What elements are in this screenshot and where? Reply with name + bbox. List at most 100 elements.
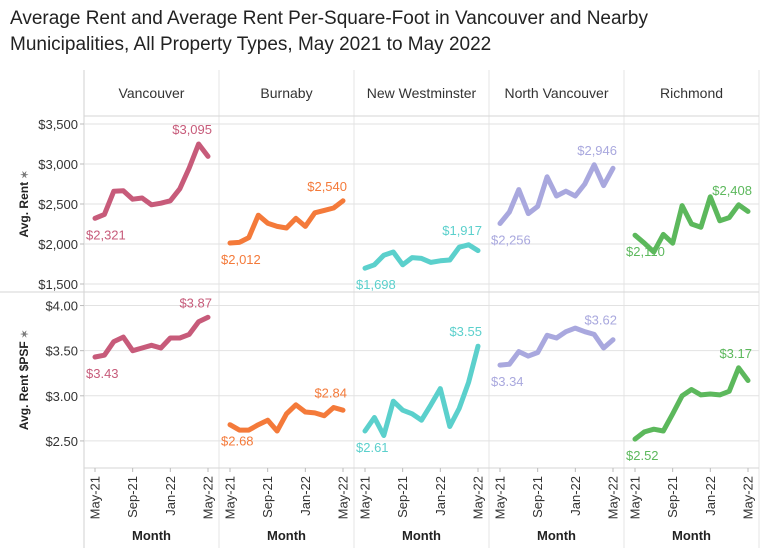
data-point <box>438 259 442 263</box>
data-point <box>517 188 521 192</box>
x-tick-label: Jan-22 <box>433 476 448 516</box>
x-tick-label: Sep-21 <box>125 476 140 518</box>
data-point <box>671 241 675 245</box>
x-tick-label: Sep-21 <box>530 476 545 518</box>
data-point <box>708 392 712 396</box>
chart-title: Average Rent and Average Rent Per-Square… <box>10 8 648 55</box>
end-value-label: $3.62 <box>584 312 617 327</box>
y-tick-label: $3.50 <box>45 344 78 359</box>
data-point <box>159 346 163 350</box>
data-point <box>642 241 646 245</box>
start-value-label: $3.43 <box>86 366 119 381</box>
data-point <box>642 430 646 434</box>
data-point <box>228 241 232 245</box>
data-point <box>247 428 251 432</box>
start-value-label: $2.52 <box>626 448 659 463</box>
data-point <box>112 340 116 344</box>
data-point <box>564 330 568 334</box>
data-point <box>545 175 549 179</box>
data-point <box>93 216 97 220</box>
sort-icon: ✶ <box>20 171 31 179</box>
x-tick-label: Jan-22 <box>703 476 718 516</box>
data-point <box>187 332 191 336</box>
end-value-label: $3.55 <box>449 324 482 339</box>
end-value-label: $2,540 <box>307 179 347 194</box>
data-point <box>564 189 568 193</box>
data-point <box>476 249 480 253</box>
data-point <box>583 182 587 186</box>
data-point <box>457 245 461 249</box>
data-point <box>150 203 153 207</box>
x-tick-label: May-22 <box>201 476 216 519</box>
x-tick-label: Jan-22 <box>163 476 178 516</box>
data-point <box>457 406 461 410</box>
data-point <box>322 414 326 418</box>
panel-header: Richmond <box>660 85 723 101</box>
data-point <box>671 412 675 416</box>
x-axis-title: Month <box>267 528 306 543</box>
data-point <box>294 216 298 220</box>
data-point <box>372 263 376 267</box>
data-point <box>536 204 540 208</box>
data-point <box>680 394 684 398</box>
data-point <box>112 189 116 193</box>
x-tick-label: May-22 <box>741 476 756 519</box>
x-tick-label: Sep-21 <box>665 476 680 518</box>
data-point <box>611 166 615 170</box>
data-point <box>401 263 405 267</box>
data-point <box>391 399 395 403</box>
data-point <box>420 418 423 422</box>
data-point <box>602 346 606 350</box>
data-point <box>507 210 511 214</box>
data-point <box>131 349 135 353</box>
data-point <box>429 403 433 407</box>
data-point <box>680 204 684 208</box>
x-tick-label: May-22 <box>471 476 486 519</box>
data-point <box>256 213 260 217</box>
x-tick-label: May-22 <box>336 476 351 519</box>
data-point <box>363 266 367 270</box>
data-point <box>652 250 656 254</box>
data-point <box>206 154 210 158</box>
data-point <box>275 224 279 228</box>
row-label: Avg. Rent $PSF✶ <box>17 330 31 430</box>
data-point <box>633 437 637 441</box>
y-tick-label: $4.00 <box>45 299 78 314</box>
series-line-psf <box>227 402 346 434</box>
data-point <box>690 387 693 391</box>
data-point <box>332 406 336 410</box>
x-tick-label: May-21 <box>628 476 643 519</box>
data-point <box>536 350 540 354</box>
data-point <box>332 206 336 210</box>
data-point <box>573 194 577 198</box>
data-point <box>602 184 606 188</box>
data-point <box>102 353 106 357</box>
series-line-psf <box>497 325 616 368</box>
data-point <box>467 380 471 384</box>
x-tick-label: Jan-22 <box>568 476 583 516</box>
data-point <box>699 225 703 229</box>
x-tick-label: Jan-22 <box>298 476 313 516</box>
x-tick-label: May-21 <box>493 476 508 519</box>
data-point <box>391 250 395 254</box>
y-tick-label: $2.50 <box>45 434 78 449</box>
data-point <box>206 315 210 319</box>
x-axis-title: Month <box>402 528 441 543</box>
x-tick-label: May-21 <box>358 476 373 519</box>
data-point <box>448 424 452 428</box>
data-point <box>410 256 414 260</box>
data-point <box>303 224 307 228</box>
data-point <box>727 389 731 393</box>
data-point <box>746 209 750 213</box>
x-axis-title: Month <box>672 528 711 543</box>
row-label: Avg. Rent✶ <box>17 171 31 238</box>
data-point <box>718 219 722 223</box>
data-point <box>102 212 106 216</box>
start-value-label: $3.34 <box>491 374 524 389</box>
data-point <box>197 142 201 146</box>
end-value-label: $2.84 <box>314 386 347 401</box>
data-point <box>526 354 530 358</box>
x-tick-label: May-21 <box>223 476 238 519</box>
data-point <box>727 216 731 220</box>
data-point <box>121 335 125 339</box>
